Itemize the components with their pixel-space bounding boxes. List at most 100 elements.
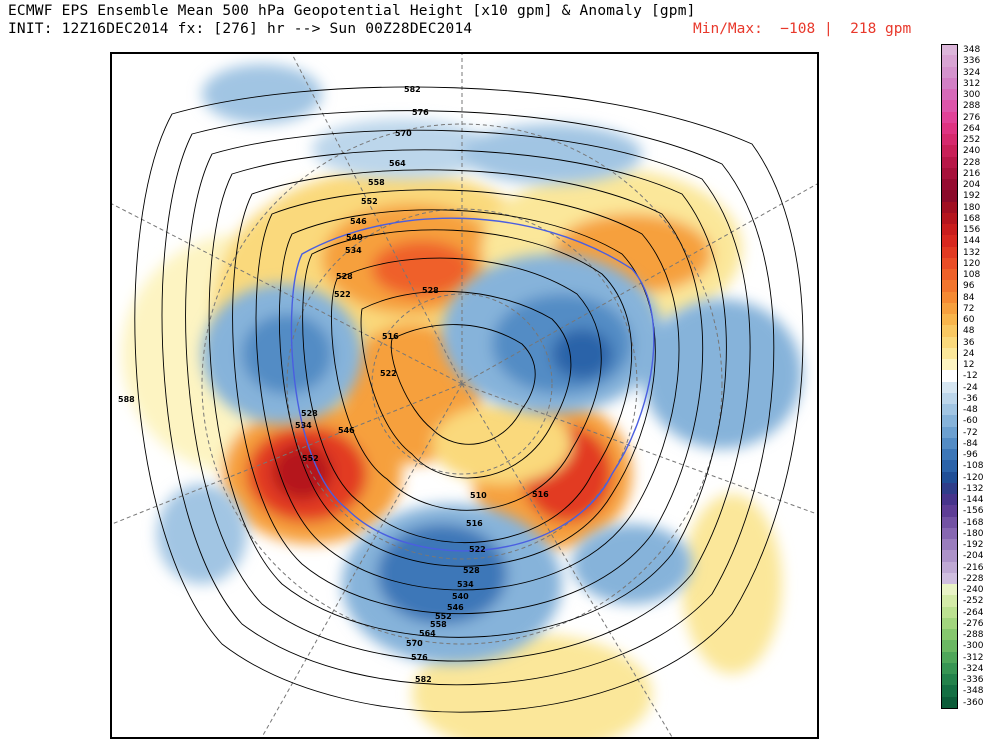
legend-swatch: [941, 201, 958, 214]
legend-swatch: [941, 640, 958, 652]
legend-label: 336: [963, 56, 981, 67]
contour-labels: 582 576 570 564 558 552 546 540 534 528 …: [118, 85, 549, 684]
legend-label: -192: [963, 540, 984, 550]
legend-swatch: [941, 674, 958, 686]
legend-swatch: [941, 561, 958, 574]
legend-swatch: [941, 167, 958, 180]
legend-label: 300: [963, 90, 981, 100]
contour-label: 516: [382, 332, 399, 341]
legend-swatch: [941, 224, 958, 236]
legend-label: 228: [963, 157, 981, 168]
legend-label: -60: [963, 416, 978, 427]
min-max-label: Min/Max: −108 | 218 gpm: [693, 21, 912, 37]
legend-swatch: [941, 100, 958, 112]
legend-label: -324: [963, 663, 984, 674]
contour-label: 522: [469, 545, 486, 554]
contour-label: 528: [301, 409, 318, 418]
legend-swatch: [941, 280, 958, 292]
contour-label: 582: [415, 675, 432, 684]
contour-label: 528: [336, 272, 353, 281]
legend-label: -204: [963, 551, 984, 562]
legend-label: -276: [963, 618, 984, 629]
legend-label: -96: [963, 450, 978, 460]
contour-label: 588: [118, 395, 135, 404]
legend-label: 132: [963, 247, 981, 258]
legend-label: 276: [963, 112, 981, 123]
legend-swatch: [941, 89, 958, 101]
contour-label: 540: [346, 233, 363, 242]
contour-label: 528: [463, 566, 480, 575]
legend-swatch: [941, 257, 958, 270]
legend-label: 180: [963, 202, 981, 213]
contour-label: 540: [452, 592, 469, 601]
contour-label: 546: [338, 426, 355, 435]
legend-swatch: [941, 134, 958, 146]
legend-label: -252: [963, 596, 984, 607]
legend-label: 60: [963, 315, 975, 325]
contour-label: 546: [350, 217, 367, 226]
legend-swatch: [941, 482, 958, 495]
contour-label: 552: [361, 197, 378, 206]
legend-label: 48: [963, 326, 975, 337]
contour-label: 564: [419, 629, 436, 638]
contour-label: 534: [295, 421, 312, 430]
legend-label: -84: [963, 438, 978, 449]
legend-swatch: [941, 190, 958, 202]
contour-label: 552: [435, 612, 452, 621]
legend-swatch: [941, 370, 958, 382]
contour-label: 570: [395, 129, 412, 138]
legend-swatch: [941, 212, 958, 225]
contour-label: 558: [430, 620, 447, 629]
legend-swatch: [941, 696, 958, 709]
legend-swatch: [941, 471, 958, 484]
legend-label: 324: [963, 67, 981, 78]
legend-label: 264: [963, 123, 981, 134]
legend-swatch: [941, 516, 958, 529]
legend-swatch: [941, 291, 958, 304]
legend-label: -180: [963, 528, 984, 539]
contour-label: 534: [345, 246, 362, 255]
legend-label: -24: [963, 382, 978, 393]
legend-label: -48: [963, 405, 978, 415]
polar-stereographic-map: 582 576 570 564 558 552 546 540 534 528 …: [110, 52, 819, 739]
legend-swatch: [941, 651, 958, 664]
legend-swatch: [941, 77, 958, 90]
contour-label: 528: [422, 286, 439, 295]
legend-swatch: [941, 122, 958, 135]
legend-label: -168: [963, 517, 984, 528]
legend-swatch: [941, 336, 958, 349]
legend-label: -228: [963, 573, 984, 584]
legend-label: -360: [963, 697, 984, 708]
legend-label: 144: [963, 236, 981, 247]
contour-label: 522: [334, 290, 351, 299]
contour-label: 510: [470, 491, 487, 500]
legend-label: 348: [963, 45, 981, 55]
contour-label: 570: [406, 639, 423, 648]
legend-swatch: [941, 426, 958, 439]
contour-label: 516: [532, 490, 549, 499]
legend-label: -120: [963, 472, 984, 483]
legend-swatch: [941, 505, 958, 517]
height-contours: [134, 86, 804, 713]
legend-label: -216: [963, 562, 984, 573]
legend-swatch: [941, 44, 958, 56]
legend-swatch: [941, 415, 958, 427]
legend-swatch: [941, 392, 958, 405]
legend-swatch: [941, 359, 958, 371]
legend-swatch: [941, 449, 958, 461]
legend-label: 240: [963, 146, 981, 157]
legend-label: 168: [963, 213, 981, 224]
contour-label: 546: [447, 603, 464, 612]
legend-label: 312: [963, 78, 981, 89]
legend-label: 204: [963, 180, 981, 190]
legend-swatch: [941, 145, 958, 157]
legend-swatch: [941, 527, 958, 540]
legend-swatch: [941, 404, 958, 416]
legend-swatch: [941, 437, 958, 450]
legend-swatch: [941, 156, 958, 169]
legend-swatch: [941, 572, 958, 585]
legend-label: -288: [963, 630, 984, 640]
reference-contour-540: [290, 217, 655, 552]
legend-swatch: [941, 629, 958, 641]
legend-label: -132: [963, 483, 984, 494]
